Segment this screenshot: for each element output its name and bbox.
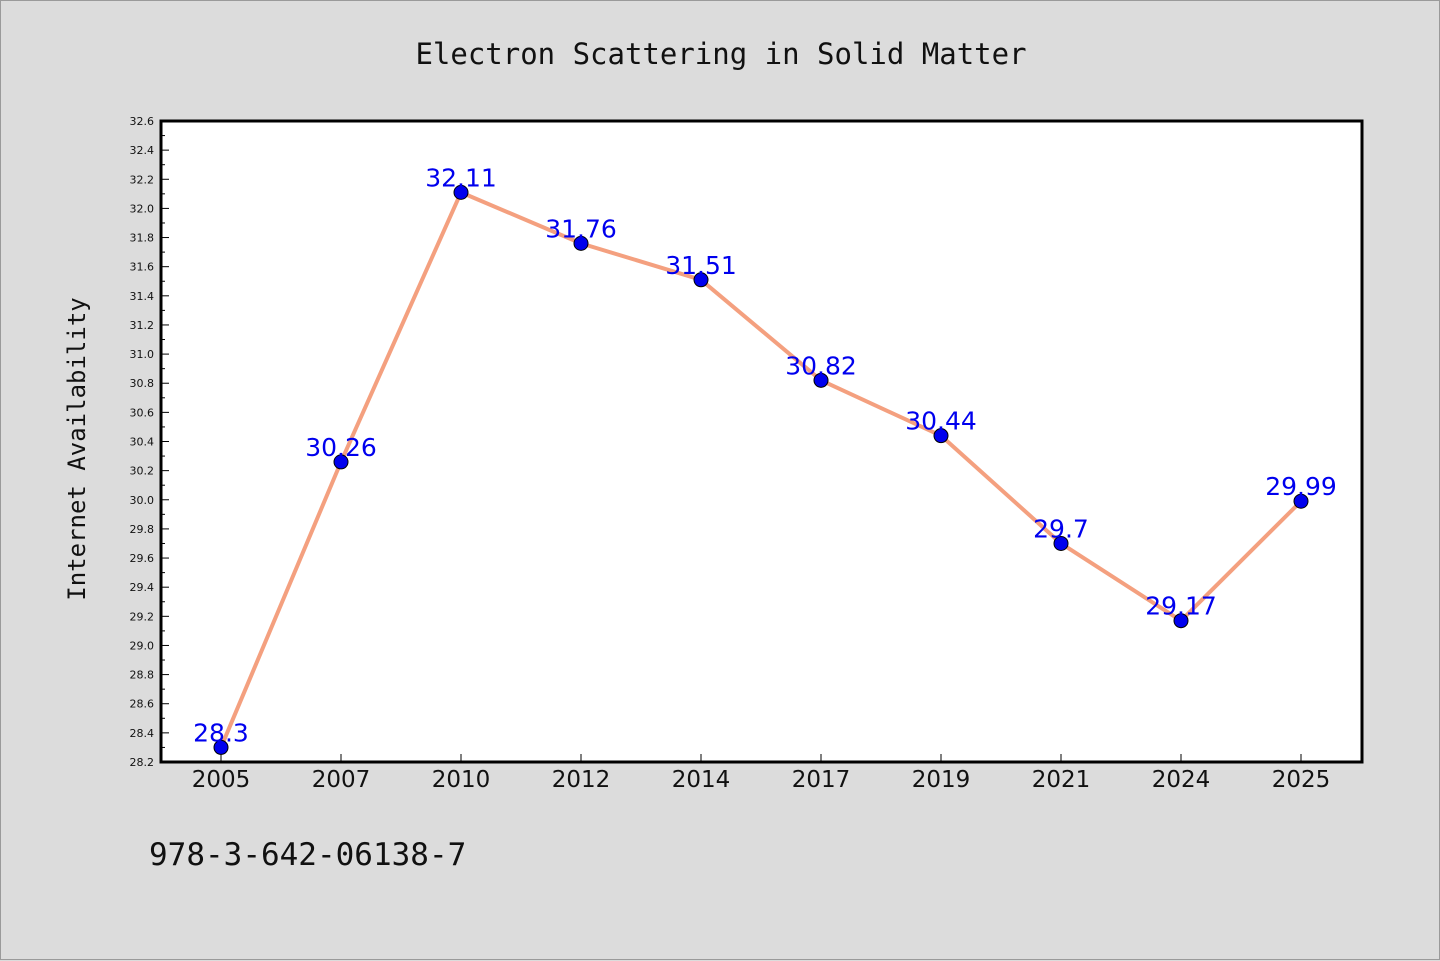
series-markers (213, 184, 1309, 755)
y-tick-label: 31.8 (130, 232, 155, 245)
y-tick-label: 28.8 (130, 669, 155, 682)
data-label: 29.99 (1265, 472, 1337, 501)
x-tick-label: 2021 (1032, 767, 1091, 793)
data-label: 31.76 (545, 214, 617, 243)
data-point (693, 272, 709, 288)
y-tick-label: 28.6 (130, 698, 155, 711)
y-tick-label: 29.6 (130, 552, 155, 565)
y-tick-label: 32.2 (130, 173, 155, 186)
data-label: 30.26 (305, 433, 377, 462)
y-tick-label: 30.6 (130, 406, 155, 419)
data-point (1293, 493, 1309, 509)
data-point (1053, 535, 1069, 551)
data-point (333, 454, 349, 470)
data-point (453, 184, 469, 200)
y-tick-label: 30.0 (130, 494, 155, 507)
data-label: 32.11 (425, 163, 497, 192)
y-tick-label: 29.8 (130, 523, 155, 536)
y-tick-label: 30.8 (130, 377, 155, 390)
y-tick-label: 32.0 (130, 202, 155, 215)
data-labels: 28.3 30.26 32.11 31.76 31.51 30.82 30.44 29.7 29… (193, 163, 1337, 747)
x-tick-label: 2012 (552, 767, 611, 793)
data-label: 31.51 (665, 251, 737, 280)
data-point (813, 372, 829, 388)
y-tick-label: 29.2 (130, 610, 155, 623)
data-point (573, 235, 589, 251)
y-tick-label: 32.4 (130, 144, 155, 157)
data-label: 29.7 (1033, 514, 1089, 543)
data-label: 28.3 (193, 718, 249, 747)
x-tick-label: 2005 (192, 767, 251, 793)
y-tick-label: 30.4 (130, 436, 155, 449)
x-tick-label: 2025 (1272, 767, 1331, 793)
y-axis-label: Internet Availability (63, 297, 91, 600)
y-tick-label: 28.2 (130, 756, 155, 769)
y-tick-label: 28.4 (130, 727, 155, 740)
series-line (219, 190, 1303, 750)
y-tick-label: 31.0 (130, 348, 155, 361)
data-point (213, 739, 229, 755)
y-axis-ticks: 28.2 28.4 28.6 28.8 29.0 29.2 29.4 29.6 29.8 30.0… (130, 115, 169, 769)
x-tick-label: 2014 (672, 767, 731, 793)
y-tick-label: 31.2 (130, 319, 155, 332)
x-tick-label: 2019 (912, 767, 971, 793)
data-point (1173, 613, 1189, 629)
footer-identifier: 978-3-642-06138-7 (149, 837, 466, 873)
x-tick-label: 2024 (1152, 767, 1211, 793)
x-tick-label: 2017 (792, 767, 851, 793)
data-point (933, 428, 949, 444)
y-tick-label: 30.2 (130, 465, 155, 478)
y-tick-label: 31.4 (130, 290, 155, 303)
y-tick-label: 32.6 (130, 115, 155, 128)
y-tick-label: 29.0 (130, 639, 155, 652)
data-label: 30.82 (785, 351, 857, 380)
x-tick-label: 2007 (312, 767, 371, 793)
x-axis-ticks: 2005 2007 2010 2012 2014 2017 2019 2021 2024 2025 (192, 754, 1331, 793)
y-tick-label: 31.6 (130, 261, 155, 274)
series-line-group (219, 190, 1303, 750)
data-label: 30.44 (905, 407, 977, 436)
data-label: 29.17 (1145, 592, 1217, 621)
plot-area (159, 119, 1364, 764)
y-tick-label: 29.4 (130, 581, 155, 594)
x-tick-label: 2010 (432, 767, 491, 793)
chart-title: Electron Scattering in Solid Matter (415, 37, 1026, 71)
